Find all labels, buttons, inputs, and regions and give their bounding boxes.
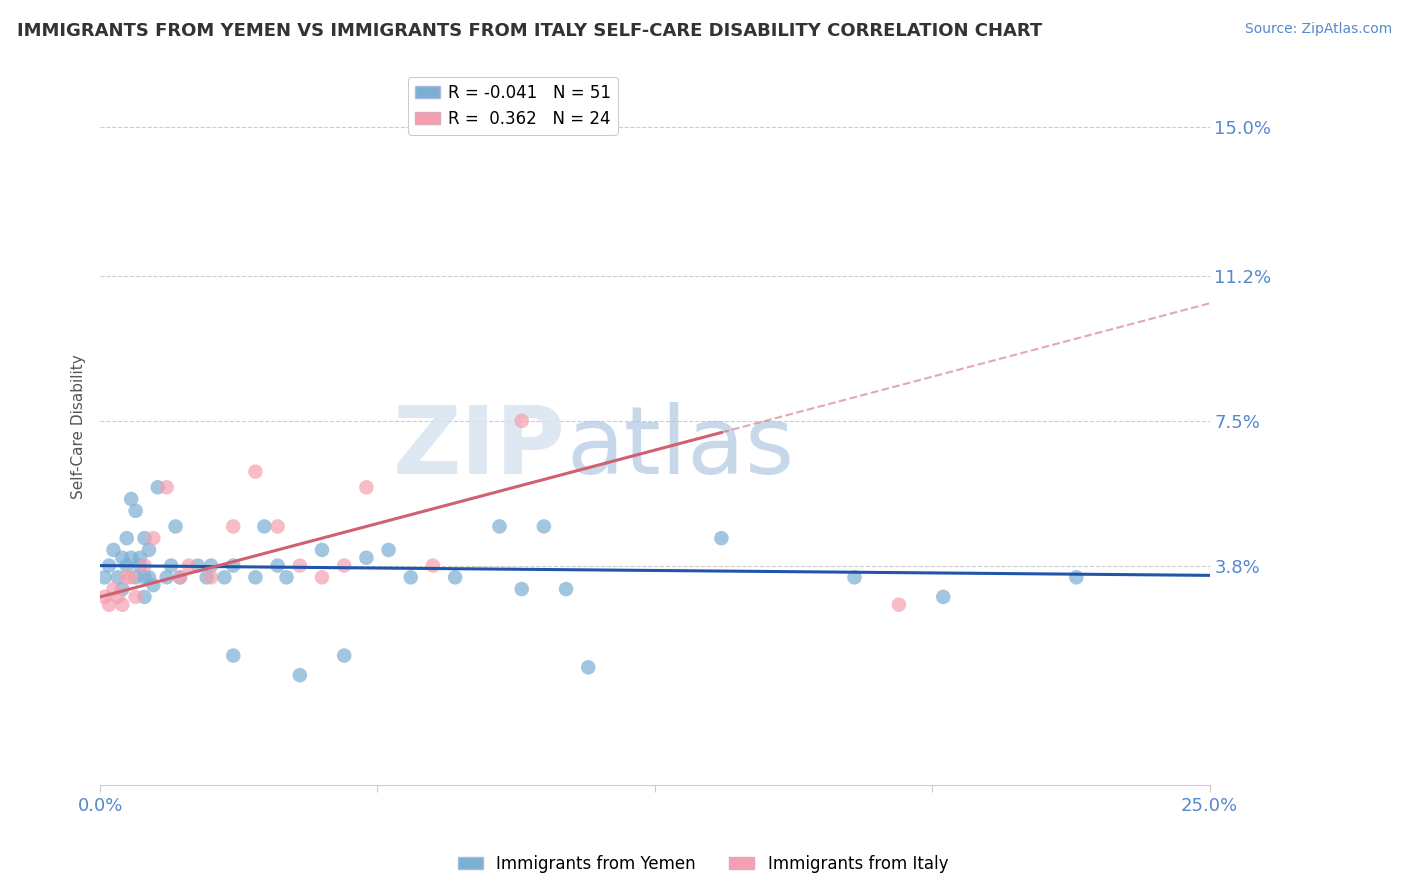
- Point: [111, 550, 134, 565]
- Point: [356, 550, 378, 565]
- Point: [444, 570, 467, 584]
- Point: [120, 570, 142, 584]
- Point: [288, 668, 311, 682]
- Point: [134, 558, 156, 573]
- Point: [120, 550, 142, 565]
- Point: [399, 570, 422, 584]
- Point: [129, 550, 152, 565]
- Point: [422, 558, 444, 573]
- Point: [253, 519, 276, 533]
- Point: [377, 543, 399, 558]
- Text: atlas: atlas: [567, 402, 794, 494]
- Point: [710, 531, 733, 545]
- Point: [160, 558, 183, 573]
- Point: [576, 660, 599, 674]
- Point: [266, 558, 288, 573]
- Point: [887, 598, 910, 612]
- Point: [115, 531, 138, 545]
- Point: [129, 558, 152, 573]
- Point: [142, 578, 165, 592]
- Point: [138, 570, 160, 584]
- Point: [93, 570, 115, 584]
- Point: [177, 558, 200, 573]
- Point: [245, 570, 267, 584]
- Point: [844, 570, 866, 584]
- Point: [98, 598, 121, 612]
- Point: [138, 543, 160, 558]
- Point: [156, 570, 179, 584]
- Point: [333, 558, 356, 573]
- Point: [276, 570, 298, 584]
- Point: [356, 480, 378, 494]
- Point: [222, 648, 245, 663]
- Text: Source: ZipAtlas.com: Source: ZipAtlas.com: [1244, 22, 1392, 37]
- Point: [156, 480, 179, 494]
- Point: [120, 491, 142, 506]
- Point: [195, 570, 218, 584]
- Point: [124, 504, 146, 518]
- Point: [533, 519, 555, 533]
- Point: [142, 531, 165, 545]
- Point: [510, 582, 533, 596]
- Point: [124, 570, 146, 584]
- Point: [222, 558, 245, 573]
- Point: [146, 480, 169, 494]
- Point: [245, 465, 267, 479]
- Point: [169, 570, 191, 584]
- Point: [169, 570, 191, 584]
- Point: [187, 558, 209, 573]
- Point: [111, 582, 134, 596]
- Point: [93, 590, 115, 604]
- Point: [555, 582, 578, 596]
- Point: [200, 558, 222, 573]
- Point: [932, 590, 955, 604]
- Point: [1066, 570, 1088, 584]
- Point: [288, 558, 311, 573]
- Text: ZIP: ZIP: [394, 402, 567, 494]
- Point: [115, 570, 138, 584]
- Point: [200, 570, 222, 584]
- Point: [107, 570, 129, 584]
- Point: [311, 570, 333, 584]
- Point: [214, 570, 236, 584]
- Legend: R = -0.041   N = 51, R =  0.362   N = 24: R = -0.041 N = 51, R = 0.362 N = 24: [408, 77, 617, 135]
- Point: [165, 519, 187, 533]
- Point: [266, 519, 288, 533]
- Point: [103, 543, 125, 558]
- Y-axis label: Self-Care Disability: Self-Care Disability: [72, 354, 86, 499]
- Point: [103, 582, 125, 596]
- Point: [311, 543, 333, 558]
- Point: [134, 590, 156, 604]
- Point: [134, 531, 156, 545]
- Legend: Immigrants from Yemen, Immigrants from Italy: Immigrants from Yemen, Immigrants from I…: [451, 848, 955, 880]
- Point: [510, 414, 533, 428]
- Point: [107, 590, 129, 604]
- Point: [111, 598, 134, 612]
- Text: IMMIGRANTS FROM YEMEN VS IMMIGRANTS FROM ITALY SELF-CARE DISABILITY CORRELATION : IMMIGRANTS FROM YEMEN VS IMMIGRANTS FROM…: [17, 22, 1042, 40]
- Point: [222, 519, 245, 533]
- Point: [115, 558, 138, 573]
- Point: [98, 558, 121, 573]
- Point: [488, 519, 510, 533]
- Point: [124, 590, 146, 604]
- Point: [333, 648, 356, 663]
- Point: [134, 570, 156, 584]
